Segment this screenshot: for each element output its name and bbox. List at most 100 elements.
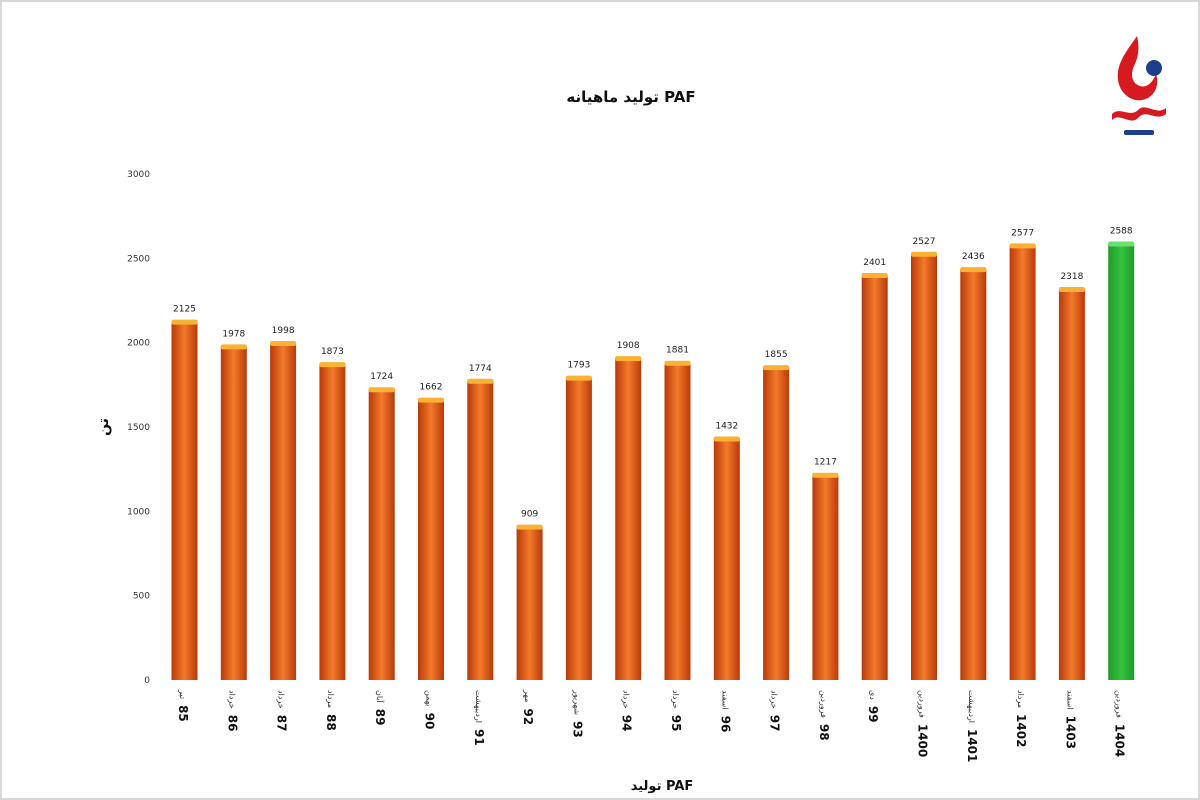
x-tick-month: تیر [178,689,187,699]
x-tick-label: فروردین 1400 [916,690,930,757]
x-tick-month: آبان [375,690,385,704]
bar-value-label: 2527 [913,237,936,247]
x-tick-label: خرداد 97 [768,690,782,731]
bar-value-label: 909 [521,510,538,520]
x-tick-year: 91 [472,729,486,746]
x-tick-year: 85 [176,705,190,722]
x-tick-year: 97 [768,715,782,732]
bar [1058,289,1085,680]
x-tick-label: خرداد 86 [225,690,239,731]
x-tick-label: مرداد 1402 [1014,690,1028,747]
x-tick-year: 87 [275,715,289,732]
x-tick-year: 1402 [1014,714,1028,747]
x-tick-label: بهمن 90 [423,690,437,729]
bar-value-label: 2577 [1011,228,1034,238]
y-tick-label: 2000 [127,339,150,349]
y-tick-label: 1000 [127,507,150,517]
x-tick-month: خرداد [277,690,286,709]
bar-cap [664,360,691,366]
x-tick-year: 94 [620,715,634,732]
x-tick-month: خرداد [671,690,680,709]
chart-title: تولید ماهیانه PAF [566,88,695,106]
bar [960,269,987,680]
x-tick-label: شهریور 93 [570,689,584,738]
x-tick-month: فروردین [1115,690,1124,718]
x-tick-label: تیر 85 [176,689,190,722]
x-tick-month: خرداد [770,690,779,709]
x-tick-month: بهمن [425,690,434,707]
x-tick-month: دی [868,690,877,700]
bar [763,367,790,680]
x-tick-year: 96 [718,716,732,733]
x-tick-label: فروردین 1404 [1113,690,1127,757]
bar-cap [615,356,642,362]
bar [1009,245,1036,680]
x-tick-month: مهر [523,689,532,702]
x-tick-label: اسفند 96 [718,690,732,732]
x-tick-year: 99 [866,706,880,723]
bar [368,389,395,680]
x-tick-label: خرداد 94 [620,690,634,731]
y-tick-label: 3000 [127,170,150,180]
bars-group: 2125 1978 1998 1873 1724 1662 1774 909 1793 1908 1… [171,226,1135,680]
x-tick-label: مهر 92 [521,689,535,725]
bar [220,346,247,680]
x-tick-label: خرداد 95 [669,690,683,731]
y-tick-label: 2500 [127,254,150,264]
bar-value-label: 2588 [1110,226,1133,236]
x-tick-month: مرداد [326,690,335,708]
bar-value-label: 1793 [567,361,590,371]
bar-cap [171,319,198,325]
bar-value-label: 1774 [469,364,492,374]
x-tick-label: اسفند 1403 [1063,690,1077,749]
y-axis-label: تن [96,418,112,436]
x-tick-month: فروردین [918,690,927,718]
bar-value-label: 2125 [173,305,196,315]
x-tick-label: خرداد 87 [275,690,289,731]
x-tick-year: 1401 [965,729,979,762]
bar [319,364,346,680]
bar-value-label: 1908 [617,341,640,351]
bar-cap [713,436,740,442]
x-tick-year: 98 [817,724,831,741]
bar-cap [319,362,346,368]
x-tick-label: دی 99 [866,690,880,723]
bar-value-label: 1998 [272,326,295,336]
x-tick-month: اردیبهشت [967,690,976,723]
bar-cap [270,341,297,347]
bar-value-label: 1855 [765,350,788,360]
x-axis: تیر 85 خرداد 86 خرداد 87 مرداد 88 آبان 89 بهمن 90 ار… [176,689,1127,762]
bar-value-label: 1724 [370,372,393,382]
bar [1108,243,1135,680]
x-tick-month: اسفند [1065,690,1074,710]
bar-value-label: 1978 [222,329,245,339]
bar [664,362,691,680]
x-tick-year: 1400 [916,724,930,757]
bar-cap [812,472,839,478]
company-logo-icon [1112,36,1166,135]
x-axis-label: تولید PAF [631,779,694,794]
bar [911,253,937,680]
x-tick-month: فروردین [819,690,828,718]
bar [418,399,444,680]
bar-cap [220,344,247,350]
x-tick-month: شهریور [572,689,581,715]
x-tick-month: اسفند [720,690,729,710]
bar-cap [861,273,888,279]
x-tick-year: 90 [423,713,437,730]
bar-value-label: 1873 [321,347,344,357]
x-tick-label: مرداد 88 [324,690,338,731]
x-tick-year: 86 [225,715,239,732]
x-tick-label: آبان 89 [373,690,387,725]
x-tick-label: اردیبهشت 91 [472,690,486,746]
bar-value-label: 1662 [420,383,443,393]
bar-value-label: 1881 [666,346,689,356]
x-tick-year: 88 [324,714,338,731]
x-tick-label: اردیبهشت 1401 [965,690,979,762]
bar-cap [1108,241,1135,247]
y-tick-label: 500 [133,592,150,602]
bar-cap [368,387,395,393]
bar [812,474,839,680]
bar-value-label: 1432 [715,421,738,431]
